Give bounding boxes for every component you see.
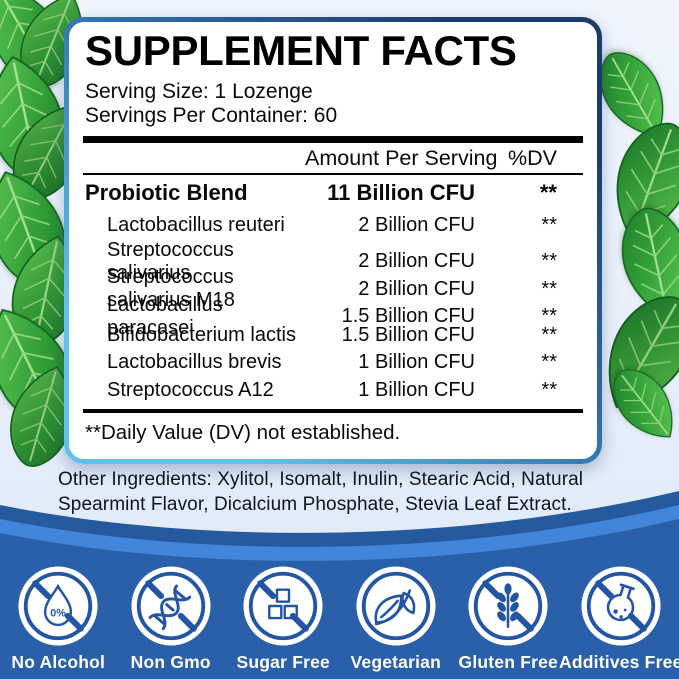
table-row: Lactobacillus reuteri 2 Billion CFU ** (69, 211, 597, 239)
ingredient-name: Lactobacillus paracasei (107, 293, 223, 339)
table-row: Streptococcus A12 1 Billion CFU ** (69, 376, 597, 404)
ingredient-amount: 2 Billion CFU (358, 277, 475, 300)
badge-label: Gluten Free (458, 652, 558, 672)
divider-thin (83, 173, 583, 176)
panel-title: SUPPLEMENT FACTS (85, 27, 517, 74)
ingredient-amount: 1 Billion CFU (358, 378, 475, 401)
ingredient-name: Streptococcus salivarius (107, 238, 234, 284)
serving-info: Serving Size: 1 Lozenge Servings Per Con… (85, 80, 581, 128)
badge-non-gmo: Non Gmo (115, 563, 227, 673)
ingredient-amount: 2 Billion CFU (358, 213, 475, 236)
ingredient-amount: 1 Billion CFU (358, 351, 475, 374)
ingredient-dv: ** (541, 277, 557, 300)
table-row: Streptococcus salivarius 2 Billion CFU *… (69, 239, 597, 284)
additives-free-icon (581, 566, 661, 646)
amount-column-header: Amount Per Serving (305, 145, 498, 170)
badge-label: Sugar Free (236, 652, 330, 672)
table-row: Lactobacillus brevis 1 Billion CFU ** (69, 349, 597, 377)
blend-amount: 11 Billion CFU (327, 180, 475, 206)
badge-no-alcohol: 0% No Alcohol (2, 563, 114, 673)
dv-column-header: %DV (508, 145, 557, 170)
non-gmo-icon (131, 566, 211, 646)
divider-thick (83, 136, 583, 144)
table-header-row: Amount Per Serving %DV (69, 143, 597, 173)
ingredient-dv: ** (541, 213, 557, 236)
badge-label: Vegetarian (350, 652, 442, 672)
supplement-facts-inner: SUPPLEMENT FACTS Serving Size: 1 Lozenge… (69, 22, 597, 459)
table-row: Streptococcus salivarius M18 2 Billion C… (69, 266, 597, 311)
supplement-facts-panel: SUPPLEMENT FACTS Serving Size: 1 Lozenge… (64, 17, 602, 464)
no-alcohol-icon: 0% (18, 566, 98, 646)
vegetarian-icon (356, 566, 436, 646)
ingredient-dv: ** (541, 378, 557, 401)
dv-footnote: **Daily Value (DV) not established. (85, 420, 401, 444)
ingredient-name: Streptococcus A12 (107, 378, 274, 401)
sugar-free-icon (243, 566, 323, 646)
servings-per-container: Servings Per Container: 60 (85, 104, 338, 128)
gluten-free-icon (468, 566, 548, 646)
ingredient-name: Bifidobacterium lactis (107, 323, 296, 346)
ingredient-dv: ** (541, 323, 557, 346)
zero-percent-label: 0% (50, 607, 66, 619)
badge-additives-free: Additives Free (559, 563, 679, 673)
other-ingredients-text: Other Ingredients: Xylitol, Isomalt, Inu… (58, 469, 584, 515)
badge-label: Additives Free (559, 652, 679, 672)
blend-name: Probiotic Blend (85, 180, 248, 206)
divider-heavy (83, 408, 583, 413)
ingredient-amount: 2 Billion CFU (358, 250, 475, 273)
blend-dv: ** (539, 180, 557, 206)
badge-sugar-free: Sugar Free (227, 563, 339, 673)
ingredient-dv: ** (541, 351, 557, 374)
ingredient-name: Streptococcus salivarius M18 (107, 266, 235, 312)
benefit-badges-row: 0% No Alcohol Non Gmo Sug (0, 563, 679, 673)
serving-size: Serving Size: 1 Lozenge (85, 80, 313, 103)
ingredient-amount: 1.5 Billion CFU (341, 305, 475, 328)
ingredient-name: Lactobacillus brevis (107, 351, 282, 374)
table-row: Lactobacillus paracasei 1.5 Billion CFU … (69, 294, 597, 339)
badge-label: Non Gmo (130, 652, 211, 672)
badge-gluten-free: Gluten Free (452, 563, 564, 673)
ingredient-dv: ** (541, 250, 557, 273)
table-row: Bifidobacterium lactis 1.5 Billion CFU *… (69, 321, 597, 349)
table-row-blend: Probiotic Blend 11 Billion CFU ** (69, 175, 597, 211)
badge-vegetarian: Vegetarian (340, 563, 452, 673)
badge-label: No Alcohol (11, 652, 106, 672)
ingredient-dv: ** (541, 305, 557, 328)
ingredient-amount: 1.5 Billion CFU (341, 323, 475, 346)
ingredient-name: Lactobacillus reuteri (107, 213, 285, 236)
